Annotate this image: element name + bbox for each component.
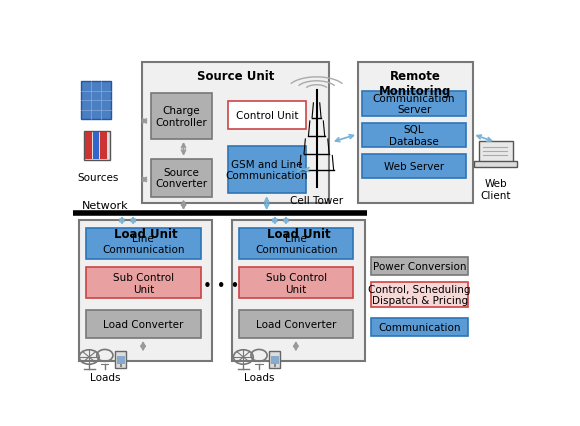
Text: Power Conversion: Power Conversion: [373, 262, 466, 272]
Text: Web Server: Web Server: [384, 162, 444, 172]
Bar: [371, 282, 468, 307]
Bar: [142, 63, 329, 204]
Bar: [371, 258, 468, 276]
Bar: [100, 133, 107, 159]
Bar: [271, 356, 279, 364]
Bar: [362, 92, 466, 117]
Text: Control Unit: Control Unit: [235, 111, 298, 121]
Text: Source Unit: Source Unit: [197, 70, 274, 83]
Bar: [239, 228, 353, 259]
Text: Line
Communication: Line Communication: [102, 233, 184, 255]
Bar: [227, 102, 306, 130]
Bar: [86, 268, 201, 299]
Bar: [269, 351, 280, 368]
Text: Communication: Communication: [379, 322, 461, 332]
Bar: [93, 133, 100, 159]
Text: Sources: Sources: [78, 173, 119, 182]
Bar: [84, 132, 110, 161]
Text: Load Unit: Load Unit: [114, 227, 177, 240]
Bar: [239, 268, 353, 299]
Bar: [362, 155, 466, 179]
Bar: [232, 220, 365, 361]
Text: Network: Network: [81, 200, 128, 210]
Text: Load Converter: Load Converter: [256, 319, 336, 329]
Bar: [115, 351, 126, 368]
Bar: [371, 319, 468, 337]
Text: Charge
Controller: Charge Controller: [155, 106, 208, 127]
Bar: [474, 161, 517, 167]
Text: Line
Communication: Line Communication: [255, 233, 338, 255]
Text: Web
Client: Web Client: [481, 179, 511, 201]
Text: Load Converter: Load Converter: [103, 319, 183, 329]
Bar: [227, 146, 306, 194]
Bar: [151, 159, 212, 197]
Bar: [358, 63, 473, 204]
Bar: [86, 310, 201, 338]
Bar: [151, 94, 212, 140]
Bar: [85, 133, 92, 159]
Bar: [362, 123, 466, 148]
Text: • • •: • • •: [202, 278, 239, 293]
Text: Loads: Loads: [244, 372, 274, 382]
Bar: [86, 228, 201, 259]
Bar: [117, 356, 125, 364]
Bar: [239, 310, 353, 338]
Bar: [479, 141, 513, 163]
Bar: [81, 82, 111, 120]
Text: SQL
Database: SQL Database: [389, 125, 439, 147]
Text: Sub Control
Unit: Sub Control Unit: [266, 272, 327, 294]
Text: Remote
Monitoring: Remote Monitoring: [379, 70, 451, 98]
Text: Load Unit: Load Unit: [267, 227, 330, 240]
Text: Loads: Loads: [90, 372, 120, 382]
Text: Sub Control
Unit: Sub Control Unit: [113, 272, 174, 294]
Text: Control, Scheduling
Dispatch & Pricing: Control, Scheduling Dispatch & Pricing: [368, 284, 471, 305]
Bar: [79, 220, 212, 361]
Text: Source
Converter: Source Converter: [155, 167, 208, 189]
Text: GSM and Line
Communication: GSM and Line Communication: [226, 159, 308, 181]
Text: Cell Tower: Cell Tower: [290, 196, 343, 205]
Text: Communication
Server: Communication Server: [373, 94, 455, 115]
